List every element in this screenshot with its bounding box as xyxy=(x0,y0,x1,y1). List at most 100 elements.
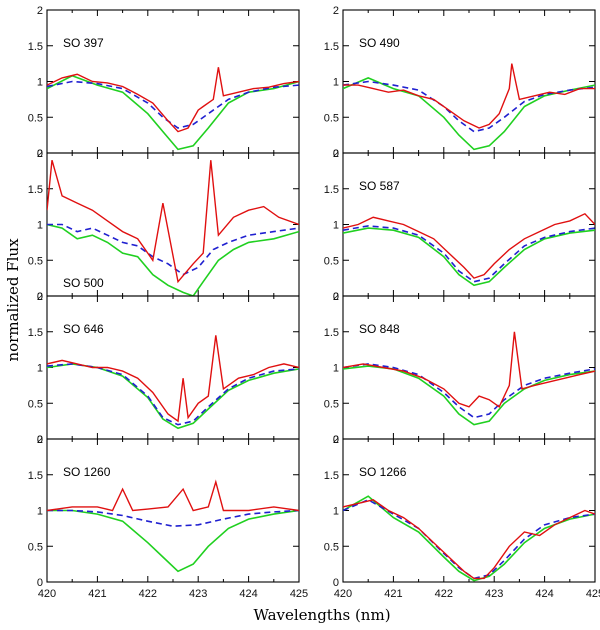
y-tick-label: 2 xyxy=(37,5,43,17)
series-green-line xyxy=(343,77,595,151)
x-axis-label: Wavelengths (nm) xyxy=(253,606,390,624)
y-axis-label: normalized Flux xyxy=(4,238,22,362)
series-blue-line xyxy=(47,363,299,426)
panel-frame xyxy=(46,438,300,583)
series-green-line xyxy=(47,509,299,573)
y-tick-label: 0.5 xyxy=(28,541,43,553)
series-blue-line xyxy=(47,223,299,276)
y-tick-label: 0 xyxy=(333,577,339,589)
series-red-line xyxy=(343,212,595,279)
y-tick-label: 0 xyxy=(37,434,43,446)
y-tick-label: 1 xyxy=(333,506,339,518)
series-red-line xyxy=(343,331,595,408)
y-tick-label: 2 xyxy=(333,5,339,17)
panel-frame xyxy=(342,438,596,583)
y-tick-label: 1 xyxy=(37,77,43,89)
series-red-line xyxy=(47,67,299,133)
y-tick-label: 1 xyxy=(37,220,43,232)
panel-label: SO 490 xyxy=(359,36,400,50)
y-tick-label: 0.5 xyxy=(324,112,339,124)
panels-grid: 0 0.5 1 1.5 2 SO 397 0 0.5 1 1.5 2 SO 490 0 0.5 1 1.5 2 S… xyxy=(28,5,600,600)
y-tick-label: 0 xyxy=(333,434,339,446)
panel-4: 0 0.5 1 1.5 2 SO 587 xyxy=(324,148,596,303)
series-green-line xyxy=(47,363,299,430)
y-tick-label: 1.5 xyxy=(28,470,43,482)
y-tick-label: 1 xyxy=(333,220,339,232)
y-tick-label: 0 xyxy=(333,148,339,160)
y-tick-label: 1.5 xyxy=(324,327,339,339)
y-tick-label: 2 xyxy=(37,148,43,160)
x-tick-label: 424 xyxy=(535,588,553,600)
y-tick-label: 1 xyxy=(333,77,339,89)
x-tick-label: 420 xyxy=(334,588,352,600)
panel-label: SO 587 xyxy=(359,179,400,193)
y-tick-label: 1 xyxy=(37,363,43,375)
panel-5: 0 0.5 1 1.5 2 SO 646 xyxy=(28,291,300,446)
y-tick-label: 0.5 xyxy=(28,255,43,267)
series-blue-line xyxy=(343,363,595,419)
y-tick-label: 1.5 xyxy=(324,41,339,53)
y-tick-label: 0.5 xyxy=(324,541,339,553)
y-tick-label: 1 xyxy=(333,363,339,375)
x-tick-label: 425 xyxy=(586,588,600,600)
series-red-line xyxy=(343,499,595,580)
panel-label: SO 1266 xyxy=(359,465,407,479)
x-tick-label: 423 xyxy=(485,588,503,600)
y-tick-label: 0.5 xyxy=(28,112,43,124)
x-tick-label: 423 xyxy=(189,588,207,600)
y-tick-label: 1.5 xyxy=(28,41,43,53)
panel-frame xyxy=(46,152,300,297)
y-tick-label: 2 xyxy=(37,291,43,303)
y-tick-label: 0.5 xyxy=(324,255,339,267)
y-tick-label: 1.5 xyxy=(324,470,339,482)
x-tick-label: 422 xyxy=(435,588,453,600)
panel-label: SO 1260 xyxy=(63,465,111,479)
x-tick-label: 421 xyxy=(384,588,402,600)
series-blue-line xyxy=(343,80,595,133)
series-blue-line xyxy=(343,498,595,580)
panel-8: 0 0.5 1 1.5 2 420 421 422 423 424 425 SO 1266 xyxy=(324,434,600,600)
panel-7: 0 0.5 1 1.5 2 420 421 422 423 424 425 SO 1260 xyxy=(28,434,308,600)
y-tick-label: 2 xyxy=(333,291,339,303)
y-tick-label: 2 xyxy=(37,434,43,446)
series-red-line xyxy=(47,335,299,423)
y-tick-label: 0 xyxy=(37,291,43,303)
series-red-line xyxy=(47,479,299,512)
x-tick-label: 421 xyxy=(88,588,106,600)
panel-3: 0 0.5 1 1.5 2 SO 500 xyxy=(28,148,300,303)
panel-label: SO 848 xyxy=(359,322,400,336)
y-tick-label: 0.5 xyxy=(28,398,43,410)
y-tick-label: 2 xyxy=(333,434,339,446)
y-tick-label: 1.5 xyxy=(28,184,43,196)
panel-6: 0 0.5 1 1.5 2 SO 848 xyxy=(324,291,596,446)
y-tick-label: 0 xyxy=(37,577,43,589)
x-tick-label: 422 xyxy=(139,588,157,600)
panel-1: 0 0.5 1 1.5 2 SO 397 xyxy=(28,5,300,160)
panel-2: 0 0.5 1 1.5 2 SO 490 xyxy=(324,5,596,160)
y-tick-label: 1 xyxy=(37,506,43,518)
series-blue-line xyxy=(343,225,595,283)
x-tick-label: 425 xyxy=(290,588,308,600)
series-green-line xyxy=(47,223,299,296)
panel-frame xyxy=(342,9,596,154)
series-green-line xyxy=(343,495,595,582)
y-tick-label: 0.5 xyxy=(324,398,339,410)
y-tick-label: 2 xyxy=(333,148,339,160)
series-green-line xyxy=(47,74,299,151)
panel-label: SO 500 xyxy=(63,276,104,290)
panel-frame xyxy=(46,9,300,154)
series-green-line xyxy=(343,227,595,287)
panel-label: SO 397 xyxy=(63,36,104,50)
series-blue-line xyxy=(47,80,299,129)
y-tick-label: 1.5 xyxy=(28,327,43,339)
y-tick-label: 1.5 xyxy=(324,184,339,196)
series-red-line xyxy=(47,160,299,284)
series-red-line xyxy=(343,63,595,129)
y-tick-label: 0 xyxy=(37,148,43,160)
x-tick-label: 420 xyxy=(38,588,56,600)
y-tick-label: 0 xyxy=(333,291,339,303)
panel-label: SO 646 xyxy=(63,322,104,336)
x-tick-label: 424 xyxy=(239,588,257,600)
series-blue-line xyxy=(47,509,299,528)
